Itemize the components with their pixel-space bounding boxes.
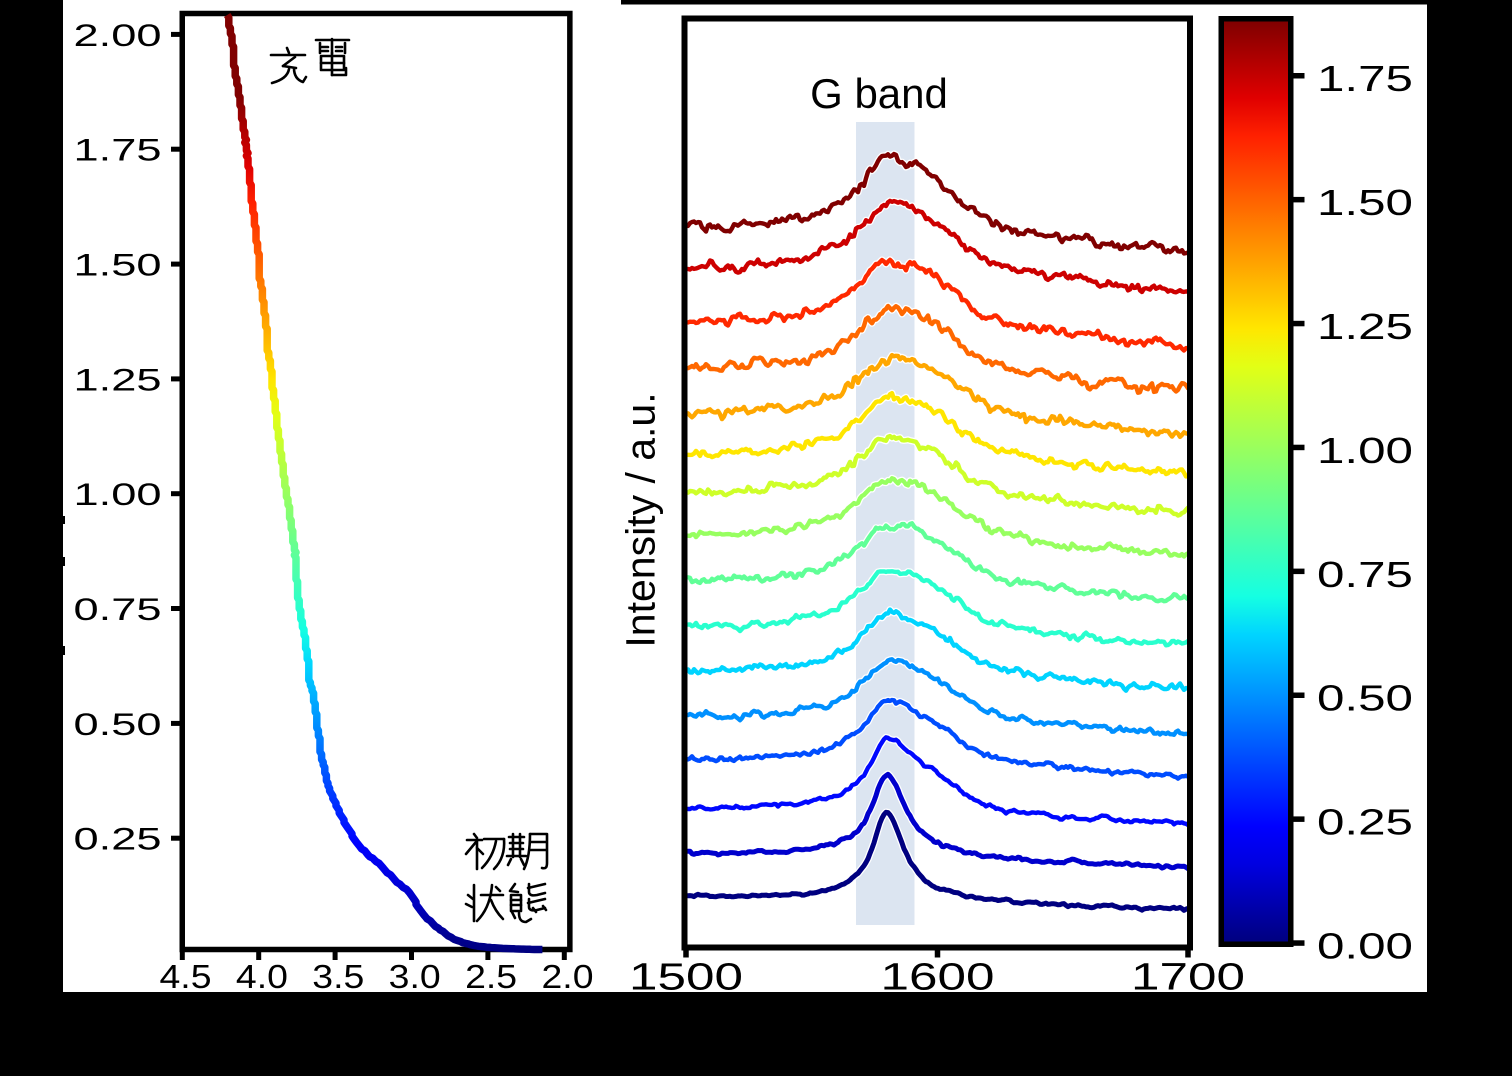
svg-text:1.75: 1.75 xyxy=(74,132,162,168)
svg-text:4.0: 4.0 xyxy=(236,959,288,996)
svg-text:1.00: 1.00 xyxy=(74,476,162,512)
svg-text:1.25: 1.25 xyxy=(74,361,162,397)
svg-text:Intensity / a.u.: Intensity / a.u. xyxy=(618,392,664,647)
svg-text:1.50: 1.50 xyxy=(1317,182,1413,223)
svg-text:1600: 1600 xyxy=(881,957,995,999)
svg-text:1.50: 1.50 xyxy=(74,247,162,283)
svg-text:0.00: 0.00 xyxy=(1317,926,1413,967)
svg-text:1.75: 1.75 xyxy=(1317,58,1413,99)
svg-text:4.5: 4.5 xyxy=(160,959,212,996)
svg-text:3.5: 3.5 xyxy=(312,959,364,996)
svg-text:2.0: 2.0 xyxy=(542,959,594,996)
svg-text:0.50: 0.50 xyxy=(74,706,162,742)
svg-text:0.50: 0.50 xyxy=(1317,678,1413,719)
svg-text:G band: G band xyxy=(810,70,948,117)
svg-text:0.75: 0.75 xyxy=(74,591,162,627)
svg-text:0.25: 0.25 xyxy=(1317,802,1413,843)
svg-text:3.0: 3.0 xyxy=(389,959,441,996)
svg-text:1.25: 1.25 xyxy=(1317,306,1413,347)
svg-text:2.5: 2.5 xyxy=(465,959,517,996)
svg-text:1500: 1500 xyxy=(629,957,743,999)
svg-text:0.75: 0.75 xyxy=(1317,554,1413,595)
svg-text:2.00: 2.00 xyxy=(74,17,162,53)
svg-text:1.00: 1.00 xyxy=(1317,430,1413,471)
svg-text:1700: 1700 xyxy=(1131,957,1245,999)
svg-text:0.25: 0.25 xyxy=(74,821,162,857)
